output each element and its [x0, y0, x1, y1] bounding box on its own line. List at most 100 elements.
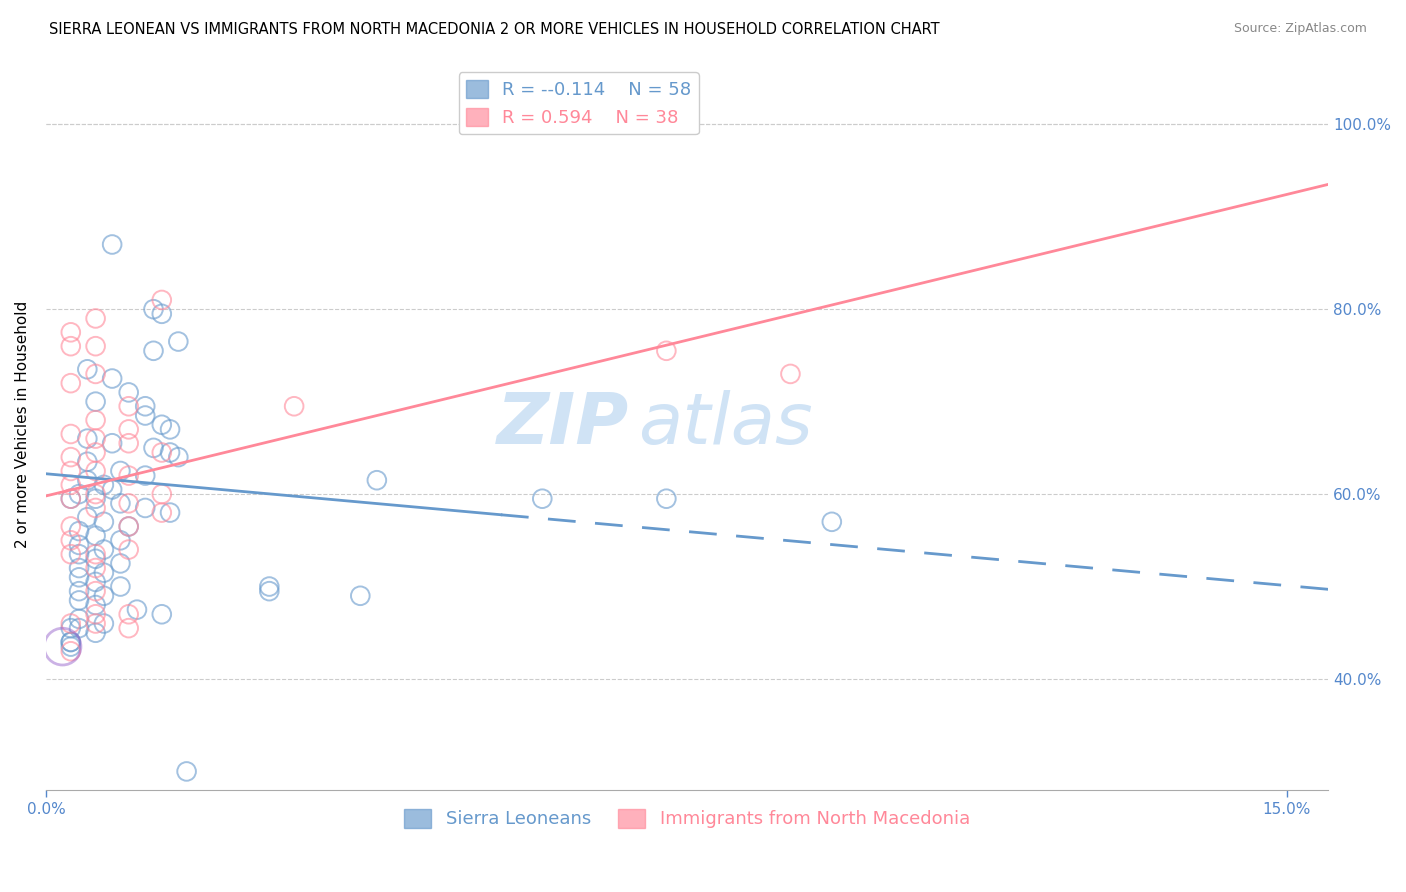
Point — [84, 529, 107, 543]
Point — [101, 483, 124, 497]
Point — [84, 339, 107, 353]
Point — [59, 533, 82, 548]
Point — [51, 640, 73, 654]
Point — [59, 635, 82, 649]
Point — [779, 367, 801, 381]
Point — [150, 607, 173, 622]
Point — [59, 491, 82, 506]
Point — [67, 621, 90, 635]
Point — [150, 487, 173, 501]
Point — [118, 496, 141, 510]
Point — [110, 533, 132, 548]
Point — [101, 436, 124, 450]
Point — [93, 589, 115, 603]
Point — [84, 598, 107, 612]
Text: atlas: atlas — [638, 391, 813, 459]
Point — [159, 445, 181, 459]
Point — [76, 510, 98, 524]
Point — [67, 524, 90, 538]
Point — [134, 468, 156, 483]
Point — [134, 399, 156, 413]
Point — [84, 491, 107, 506]
Point — [142, 441, 165, 455]
Point — [84, 500, 107, 515]
Point — [134, 500, 156, 515]
Point — [84, 551, 107, 566]
Point — [84, 464, 107, 478]
Point — [59, 491, 82, 506]
Point — [259, 584, 281, 599]
Point — [110, 580, 132, 594]
Point — [655, 491, 678, 506]
Point — [150, 293, 173, 307]
Y-axis label: 2 or more Vehicles in Household: 2 or more Vehicles in Household — [15, 301, 30, 549]
Point — [821, 515, 844, 529]
Point — [59, 450, 82, 464]
Legend: Sierra Leoneans, Immigrants from North Macedonia: Sierra Leoneans, Immigrants from North M… — [396, 802, 977, 836]
Point — [366, 473, 388, 487]
Point — [150, 506, 173, 520]
Point — [76, 432, 98, 446]
Point — [84, 616, 107, 631]
Point — [150, 307, 173, 321]
Point — [118, 422, 141, 436]
Point — [93, 566, 115, 580]
Point — [76, 473, 98, 487]
Point — [118, 519, 141, 533]
Point — [59, 464, 82, 478]
Point — [67, 593, 90, 607]
Point — [259, 580, 281, 594]
Point — [59, 640, 82, 654]
Point — [159, 422, 181, 436]
Text: SIERRA LEONEAN VS IMMIGRANTS FROM NORTH MACEDONIA 2 OR MORE VEHICLES IN HOUSEHOL: SIERRA LEONEAN VS IMMIGRANTS FROM NORTH … — [49, 22, 939, 37]
Point — [59, 326, 82, 340]
Point — [159, 506, 181, 520]
Point — [59, 635, 82, 649]
Point — [118, 542, 141, 557]
Point — [150, 445, 173, 459]
Point — [118, 621, 141, 635]
Point — [59, 547, 82, 561]
Point — [67, 584, 90, 599]
Point — [84, 311, 107, 326]
Point — [67, 570, 90, 584]
Text: ZIP: ZIP — [498, 391, 630, 459]
Point — [531, 491, 554, 506]
Text: Source: ZipAtlas.com: Source: ZipAtlas.com — [1233, 22, 1367, 36]
Point — [59, 621, 82, 635]
Point — [84, 367, 107, 381]
Point — [67, 561, 90, 575]
Point — [101, 371, 124, 385]
Point — [67, 547, 90, 561]
Point — [84, 445, 107, 459]
Point — [84, 547, 107, 561]
Point — [142, 302, 165, 317]
Point — [118, 468, 141, 483]
Point — [118, 399, 141, 413]
Point — [84, 394, 107, 409]
Point — [142, 343, 165, 358]
Point — [84, 607, 107, 622]
Point — [110, 496, 132, 510]
Point — [655, 343, 678, 358]
Point — [84, 561, 107, 575]
Point — [93, 616, 115, 631]
Point — [59, 427, 82, 442]
Point — [76, 362, 98, 376]
Point — [125, 602, 148, 616]
Point — [167, 450, 190, 464]
Point — [84, 413, 107, 427]
Point — [93, 478, 115, 492]
Point — [84, 584, 107, 599]
Point — [59, 478, 82, 492]
Point — [67, 612, 90, 626]
Point — [59, 376, 82, 391]
Point — [84, 574, 107, 589]
Point — [59, 616, 82, 631]
Point — [59, 519, 82, 533]
Point — [67, 538, 90, 552]
Point — [76, 455, 98, 469]
Point — [84, 625, 107, 640]
Point — [84, 432, 107, 446]
Point — [110, 557, 132, 571]
